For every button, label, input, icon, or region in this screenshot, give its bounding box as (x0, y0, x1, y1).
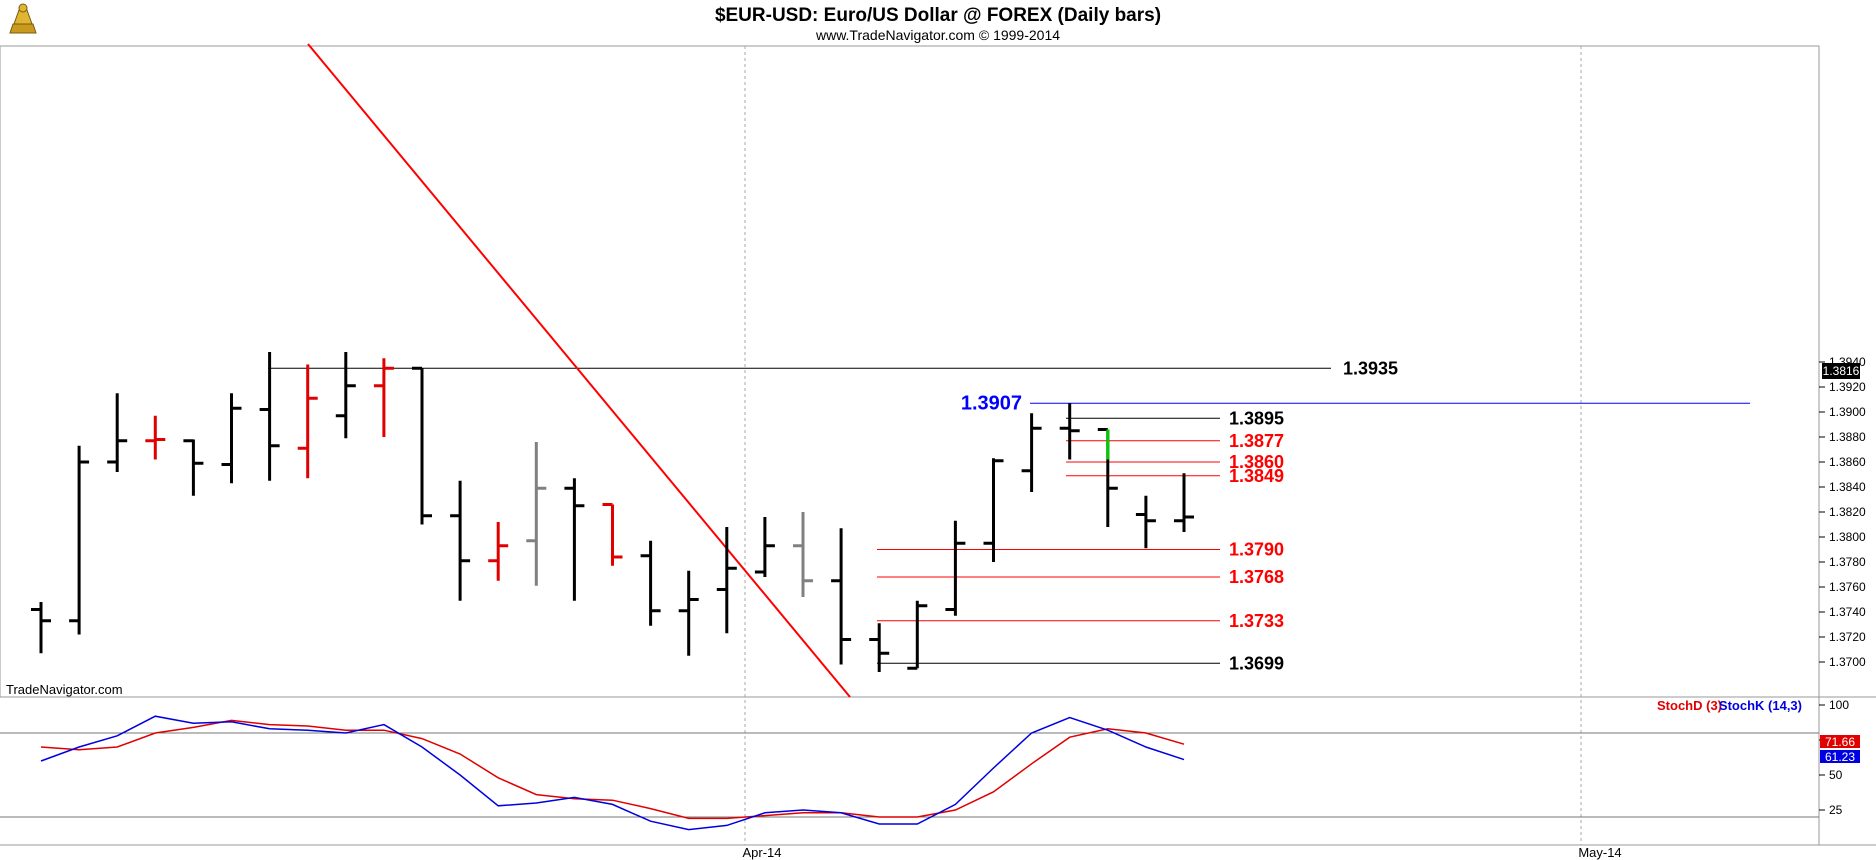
ohlc-bar (259, 352, 280, 481)
ohlc-bar (869, 623, 890, 672)
level-label: 1.3860 (1229, 452, 1284, 472)
trade-navigator-logo (4, 2, 40, 36)
price-tick-label: 1.3700 (1829, 655, 1866, 669)
price-axis: 1.39401.39201.39001.38801.38601.38401.38… (1819, 355, 1866, 669)
ohlc-bar (450, 480, 471, 601)
ohlc-bars (31, 352, 1194, 672)
trendline-segment (307, 43, 851, 698)
ohlc-bar (640, 540, 661, 626)
price-pane-frame (0, 45, 1820, 698)
ohlc-bar (907, 600, 928, 670)
price-tick-label: 1.3740 (1829, 605, 1866, 619)
ohlc-bar (412, 366, 432, 525)
stochastic-pane (0, 715, 1819, 831)
ohlc-bar (69, 445, 90, 635)
ohlc-bar (31, 602, 51, 654)
ohlc-bar (678, 570, 699, 656)
chart-title: $EUR-USD: Euro/US Dollar @ FOREX (Daily … (715, 5, 1161, 26)
price-tick-label: 1.3800 (1829, 530, 1866, 544)
ohlc-bar (831, 528, 852, 665)
ohlc-bar (1021, 413, 1042, 492)
date-label-apr: Apr-14 (742, 845, 781, 860)
ohlc-bar (1059, 403, 1080, 460)
stoch-tick-label: 50 (1829, 768, 1843, 782)
level-label: 1.3790 (1229, 540, 1284, 560)
ohlc-bar (297, 364, 318, 479)
price-tick-label: 1.3840 (1829, 480, 1866, 494)
ohlc-bar (107, 393, 128, 472)
level-label: 1.3907 (961, 392, 1022, 414)
price-tick-label: 1.3880 (1829, 430, 1866, 444)
price-tick-label: 1.3720 (1829, 630, 1866, 644)
price-tick-label: 1.3900 (1829, 405, 1866, 419)
ohlc-bar (945, 520, 966, 616)
stoch-tick-label: 100 (1829, 698, 1849, 712)
stoch-tick-label: 25 (1829, 803, 1843, 817)
ohlc-bar (1097, 428, 1118, 527)
level-label: 1.3699 (1229, 653, 1284, 673)
last-price-label: 1.3816 (1823, 364, 1860, 378)
level-label: 1.3877 (1229, 431, 1284, 451)
ohlc-bar (602, 503, 623, 566)
price-tick-label: 1.3760 (1829, 580, 1866, 594)
stochk-value-badge: 61.23 (1820, 750, 1860, 764)
stoch-series-line (40, 715, 1185, 831)
stochd-legend: StochD (3) (1657, 698, 1722, 713)
price-tick-label: 1.3920 (1829, 380, 1866, 394)
watermark-text: TradeNavigator.com (6, 682, 123, 697)
level-label: 1.3895 (1229, 408, 1284, 428)
ohlc-bar (488, 522, 509, 581)
ohlc-bar (145, 415, 166, 460)
stochd-value-badge: 71.66 (1820, 735, 1860, 749)
price-tick-label: 1.3820 (1829, 505, 1866, 519)
ohlc-bar (564, 478, 585, 601)
ohlc-bar (526, 442, 547, 586)
stochk-value: 61.23 (1825, 750, 1855, 764)
level-label: 1.3733 (1229, 611, 1284, 631)
ohlc-bar (716, 527, 737, 634)
price-tick-label: 1.3780 (1829, 555, 1866, 569)
level-label: 1.3935 (1343, 358, 1398, 378)
stochk-legend: StochK (14,3) (1719, 698, 1802, 713)
ohlc-bar (793, 512, 813, 597)
last-price-badge: 1.3816 (1822, 363, 1860, 379)
ohlc-bar (754, 517, 775, 577)
ohlc-bar (373, 358, 394, 437)
ohlc-bar (1135, 495, 1156, 549)
stoch-series-line (40, 719, 1185, 820)
ohlc-bar (1174, 473, 1194, 532)
level-label: 1.3849 (1229, 466, 1284, 486)
level-label: 1.3768 (1229, 567, 1284, 587)
date-label-may: May-14 (1578, 845, 1621, 860)
stochd-value: 71.66 (1825, 735, 1855, 749)
price-tick-label: 1.3860 (1829, 455, 1866, 469)
trendline (307, 43, 851, 698)
ohlc-bar (183, 439, 204, 496)
ohlc-bar (221, 393, 242, 484)
chart-subtitle: www.TradeNavigator.com © 1999-2014 (815, 27, 1060, 43)
ohlc-bar (335, 352, 356, 439)
ohlc-bar (983, 458, 1004, 562)
